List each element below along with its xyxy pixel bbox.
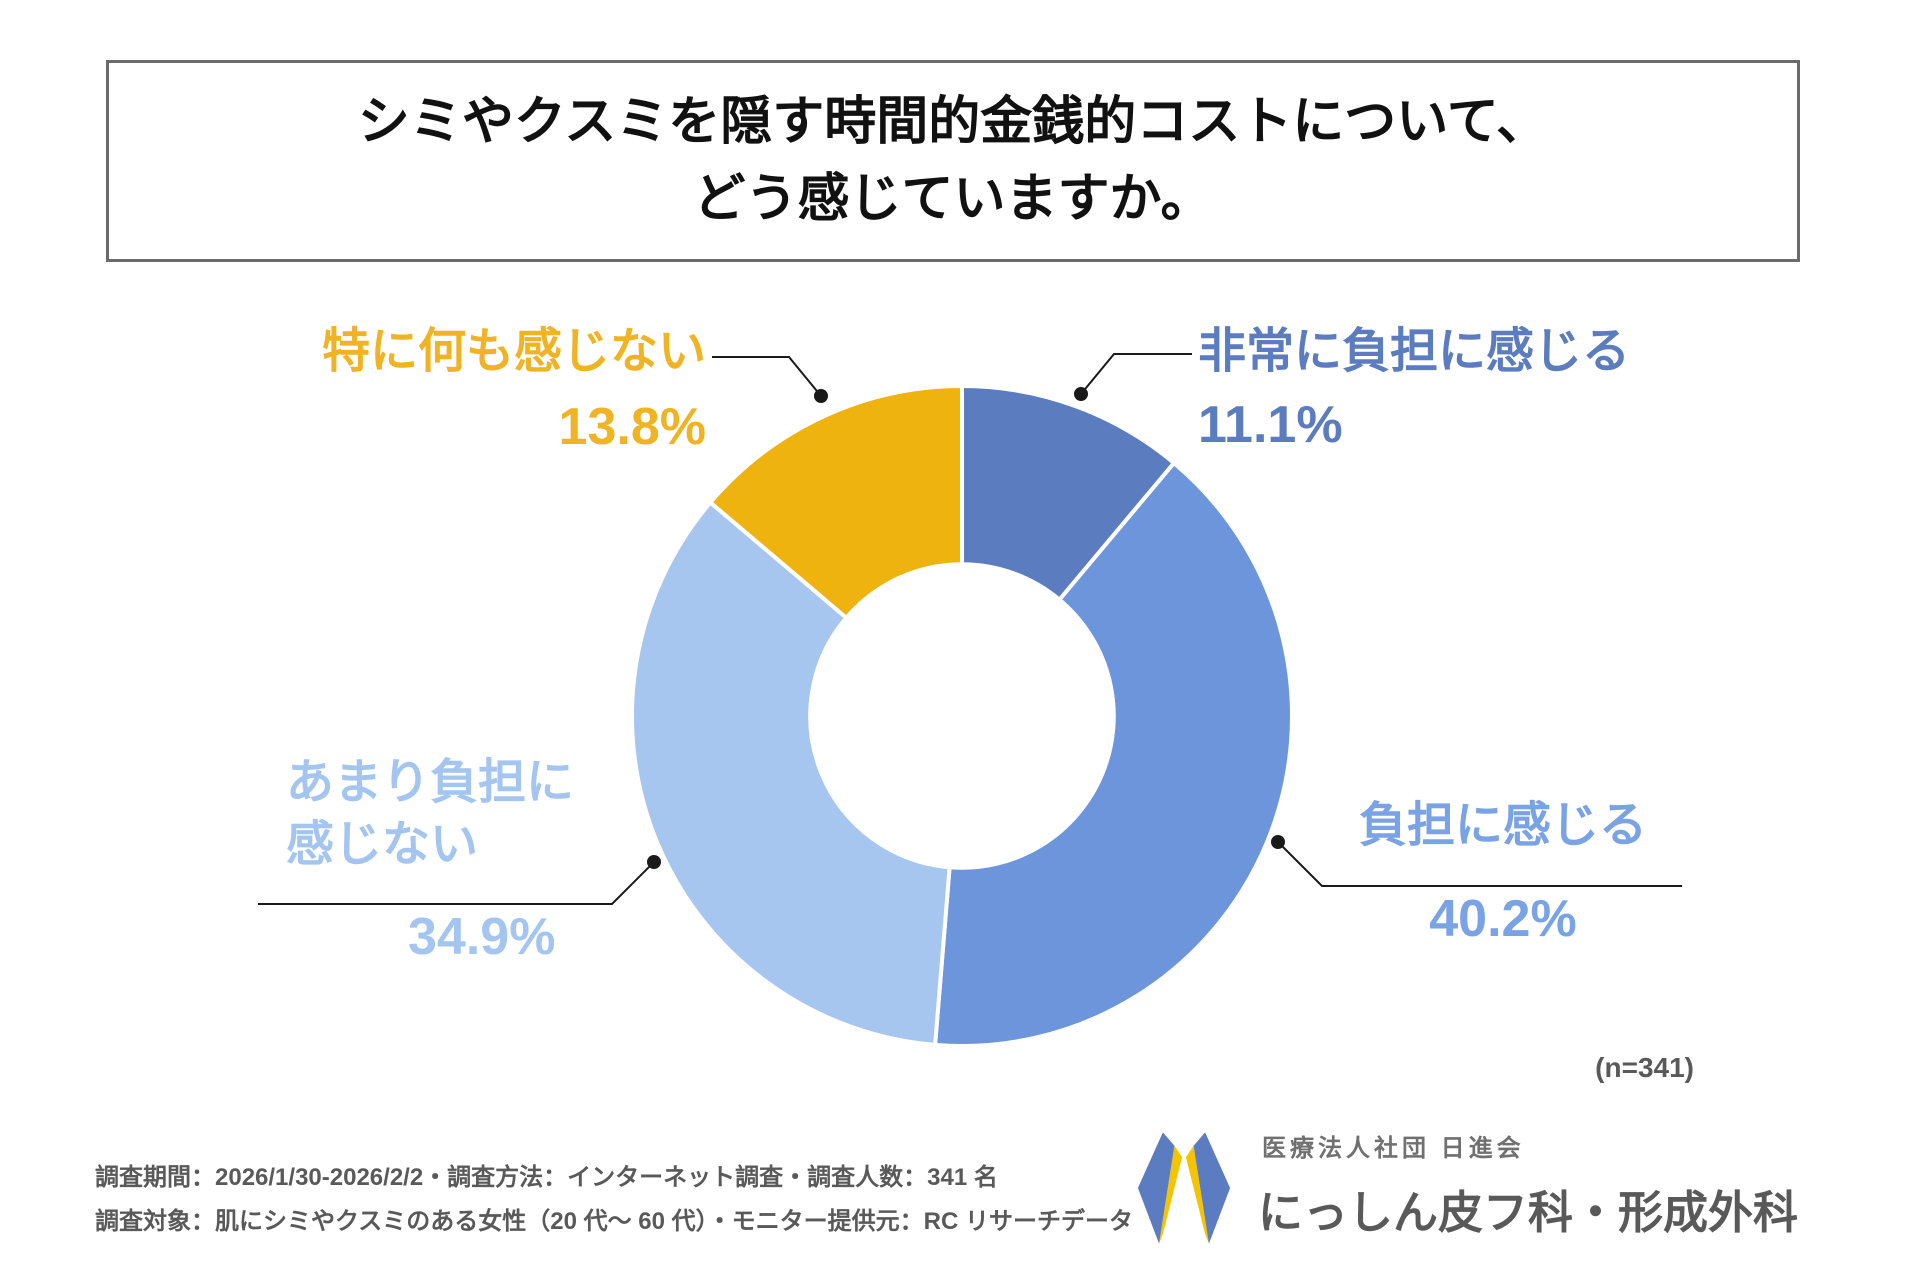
- logo-blue-blade-left: [1137, 1132, 1175, 1244]
- callout-little-burden-label-line1: あまり負担に: [286, 756, 575, 809]
- donut-slices: [630, 384, 1294, 1048]
- survey-details-line1: 調査期間：2026/1/30-2026/2/2・調査方法：インターネット調査・調…: [95, 1164, 998, 1191]
- callout-nothing: 特に何も感じない 13.8%: [322, 322, 706, 456]
- page-title-line2: どう感じていますか。: [693, 170, 1213, 228]
- donut-slice-3: [708, 384, 964, 620]
- callout-very-burden-pct: 11.1%: [1198, 396, 1343, 454]
- question-title-box: シミやクスミを隠す時間的金銭的コストについて、 どう感じていますか。: [106, 60, 1800, 262]
- callout-burden-label: 負担に感じる: [1358, 799, 1647, 852]
- clinic-organization-name: 医療法人社団 日進会: [1262, 1135, 1525, 1162]
- logo-yellow-stripe-right: [1185, 1145, 1209, 1244]
- donut-slice-1: [933, 461, 1294, 1048]
- survey-details: 調査期間：2026/1/30-2026/2/2・調査方法：インターネット調査・調…: [95, 1156, 1133, 1244]
- page-title-line1: シミやクスミを隠す時間的金銭的コストについて、: [357, 93, 1549, 151]
- callout-little-burden-pct: 34.9%: [408, 908, 556, 966]
- callout-little-burden-label-line2: 感じない: [286, 818, 479, 871]
- callout-nothing-label: 特に何も感じない: [321, 325, 706, 378]
- callout-nothing-pct: 13.8%: [558, 398, 706, 456]
- clinic-name: にっしん皮フ科・形成外科: [1258, 1187, 1799, 1238]
- clinic-logo-n-mark-icon: [1137, 1132, 1231, 1244]
- logo-yellow-stripe-left: [1159, 1145, 1183, 1244]
- logo-blue-blade-right: [1193, 1132, 1231, 1244]
- callout-little-burden-label: あまり負担に 感じない: [286, 752, 574, 876]
- sample-size-note: (n=341): [1595, 1052, 1694, 1083]
- donut-slice-2: [630, 500, 952, 1047]
- callout-burden-pct: 40.2%: [1429, 890, 1577, 948]
- donut-chart: [630, 384, 1294, 1048]
- callout-very-burden-label: 非常に負担に感じる: [1198, 325, 1631, 378]
- callout-very-burden: 非常に負担に感じる 11.1%: [1198, 322, 1630, 454]
- survey-details-line2: 調査対象：肌にシミやクスミのある女性（20 代～ 60 代）・モニター提供元：R…: [95, 1208, 1134, 1235]
- donut-slice-0: [960, 384, 1176, 602]
